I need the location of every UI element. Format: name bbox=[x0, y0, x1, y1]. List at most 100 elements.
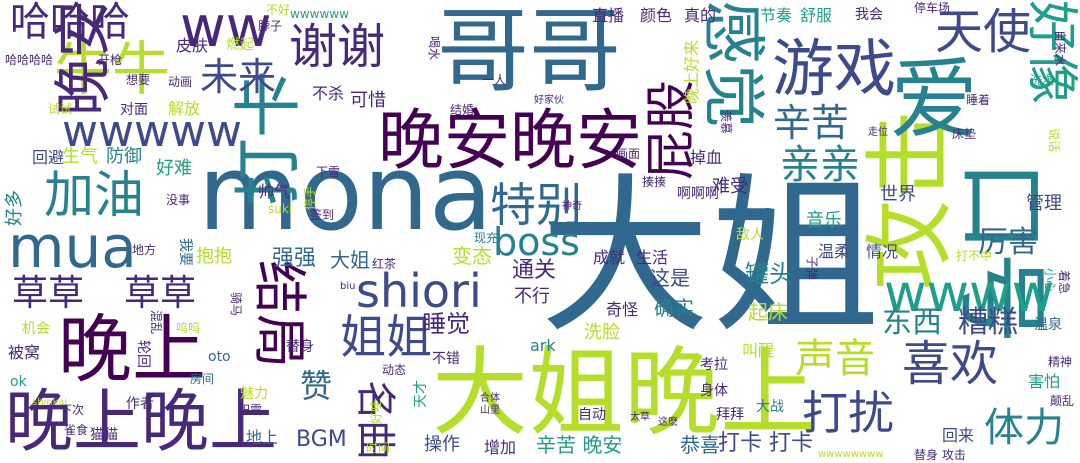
word-cao1: 草草 bbox=[12, 273, 85, 314]
word-qiyue: 骑马 bbox=[229, 292, 243, 317]
word-dianluan: 颠乱 bbox=[1050, 394, 1075, 408]
word-tishen: 替身 bbox=[286, 339, 314, 355]
word-gege: 哥哥 bbox=[437, 0, 622, 105]
word-xiaci: 下次 bbox=[60, 403, 85, 417]
word-bucuo: 不错 bbox=[432, 351, 460, 367]
word-zan: 赞 bbox=[300, 367, 333, 405]
word-huilai: 回来 bbox=[942, 426, 975, 445]
word-dishang: 地上 bbox=[246, 428, 279, 447]
word-chengjiu: 成就 bbox=[593, 248, 626, 267]
word-meishi: 没事 bbox=[166, 193, 191, 207]
word-haonan: 好难 bbox=[156, 158, 192, 179]
word-heshui: 喝水 bbox=[427, 36, 441, 61]
word-jihui: 机会 bbox=[22, 321, 50, 337]
word-hahaha-small: 哈哈哈哈 bbox=[5, 53, 54, 67]
word-chuangdian: 床垫 bbox=[952, 127, 977, 141]
word-wanshang: 晚上 bbox=[58, 307, 206, 393]
word-mua: mua bbox=[8, 213, 137, 281]
word-xiayu: 下雪 bbox=[316, 165, 341, 179]
word-qiguai: 奇怪 bbox=[606, 300, 639, 319]
word-qinqin: 亲亲 bbox=[780, 142, 860, 188]
word-kaibo: 开枪 bbox=[98, 53, 123, 67]
word-xianmu: 羡慕 bbox=[719, 110, 733, 135]
word-cao2: 草草 bbox=[124, 273, 197, 314]
word-tili: 体力 bbox=[984, 405, 1064, 451]
word-xinku-wanan: 辛苦 晚安 bbox=[536, 433, 623, 457]
word-buxing: 不行 bbox=[514, 286, 550, 307]
word-fangyu: 防御 bbox=[106, 146, 142, 167]
word-zidan: 子弹 bbox=[805, 256, 819, 281]
word-zhibo: 直播 bbox=[592, 6, 625, 25]
word-kexi: 可惜 bbox=[350, 90, 386, 111]
word-shuaiqi: 帅气 bbox=[258, 182, 291, 201]
word-zhezhan: 这麽 bbox=[658, 417, 678, 428]
word-pifu: 皮肤 bbox=[176, 36, 209, 55]
word-qichuang: 起床 bbox=[748, 300, 788, 324]
word-guantou: 罐头 bbox=[745, 260, 793, 288]
word-yanse: 颜色 bbox=[640, 6, 673, 25]
word-shufu: 舒服 bbox=[800, 6, 833, 25]
word-boss: boss bbox=[493, 220, 580, 264]
word-huamian: 画面 bbox=[616, 147, 641, 161]
word-zijiao: 叫醒 bbox=[742, 341, 775, 360]
word-tianshi: 天使 bbox=[935, 4, 1032, 60]
word-duimian: 对面 bbox=[120, 102, 148, 118]
word-zidong: 自动 bbox=[578, 407, 606, 423]
word-xiangyao: 想要 bbox=[126, 73, 151, 87]
word-shuijiao: 睡觉 bbox=[422, 310, 470, 338]
word-ww-small: wwwwww bbox=[290, 7, 349, 21]
word-zhuomo: 揍揍 bbox=[642, 175, 667, 189]
word-bu: biu bbox=[340, 281, 356, 292]
word-ai: 爱 bbox=[890, 48, 979, 151]
word-daka-daka: 打卡 打卡 bbox=[718, 431, 813, 456]
word-darao: 打扰 bbox=[802, 386, 894, 440]
word-shenghuo: 生活 bbox=[636, 248, 669, 267]
word-zuozhe: 作者 bbox=[126, 396, 154, 412]
word-huibi: 回避 bbox=[32, 148, 65, 167]
word-dabuzhong: 打不中 bbox=[956, 249, 993, 263]
word-lihai: 厉害 bbox=[978, 225, 1038, 260]
word-wanshang-haolai: 晚上好来 bbox=[682, 40, 701, 105]
word-tiancai: 天才 bbox=[413, 380, 429, 408]
word-woyao: 我要 bbox=[177, 238, 193, 266]
word-ww-top: ww bbox=[180, 0, 272, 60]
word-xizao: 洗澡 bbox=[1030, 73, 1055, 87]
word-haojiahuo: 好家伙 bbox=[534, 95, 564, 106]
word-qingkuang: 情况 bbox=[866, 242, 899, 261]
word-heti: 合体 bbox=[480, 393, 500, 404]
word-ahhh: 啊啊啊 bbox=[677, 186, 719, 202]
word-haoduo: 好多 bbox=[4, 190, 25, 226]
word-haowa: 好哇 bbox=[369, 400, 383, 425]
word-hunluan: 混乱 bbox=[149, 310, 163, 335]
word-beiwo: 被窝 bbox=[8, 343, 41, 362]
word-dazhan: 大战 bbox=[756, 399, 784, 415]
word-da-jie: 大姐 bbox=[540, 159, 881, 357]
word-wenrou: 温柔 bbox=[818, 242, 851, 261]
word-shijian: 时间 bbox=[366, 441, 391, 455]
word-ziyouhuo: 自来水 bbox=[1053, 30, 1067, 67]
word-dajie-small: 大姐 bbox=[330, 248, 370, 272]
word-nanshou: 难受 bbox=[712, 176, 748, 197]
word-yiren: 一人 bbox=[482, 73, 507, 87]
word-wanan-wanan: 晚安晚安 bbox=[378, 102, 642, 179]
word-jingshen: 精神 bbox=[1048, 355, 1073, 369]
word-wanshang-wanshang: 晚上晚上 bbox=[5, 383, 278, 462]
word-youxi: 游戏 bbox=[772, 32, 897, 105]
word-jiayou: 加油 bbox=[44, 166, 144, 224]
word-haoxiang: 好像 bbox=[1021, 0, 1080, 105]
word-fangjian: 房间 bbox=[190, 372, 215, 386]
word-tingshou: 停手 bbox=[303, 186, 317, 211]
word-meili: 魅力 bbox=[240, 386, 268, 402]
word-zheshi: 这是 bbox=[650, 266, 690, 290]
word-haipa: 害怕 bbox=[1028, 372, 1061, 391]
word-shuohua: 说话 bbox=[1047, 128, 1061, 153]
word-xinku: 辛苦 bbox=[773, 101, 850, 145]
word-tishen-gongji: 替身 攻击 bbox=[914, 448, 966, 462]
word-jiehun: 结婚 bbox=[450, 103, 475, 117]
word-tingchechang: 停车场 bbox=[914, 1, 951, 15]
word-qiangqiang: 强强 bbox=[272, 246, 317, 271]
word-shiori: shiori bbox=[356, 264, 482, 318]
word-queshi2: 雀食 bbox=[64, 423, 89, 437]
word-niuniu: 牛牛 bbox=[54, 35, 171, 103]
word-shenti: 身体 bbox=[700, 383, 728, 399]
